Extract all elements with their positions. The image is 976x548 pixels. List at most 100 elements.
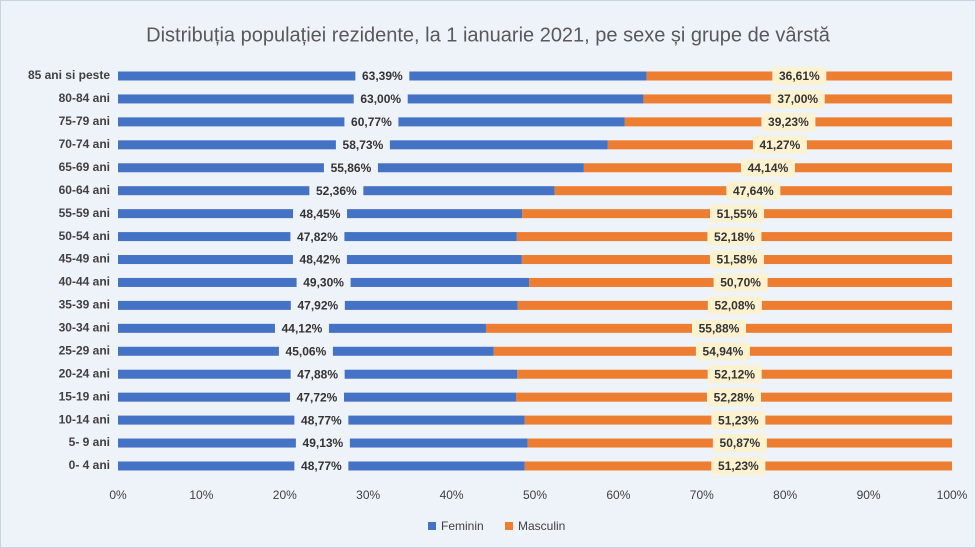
- value-label-background: [290, 227, 345, 246]
- value-label-background: [772, 67, 827, 85]
- y-tick-label: 65-69 ani: [59, 160, 110, 174]
- value-label: 63,39%: [362, 69, 403, 83]
- value-label-background: [711, 411, 766, 430]
- value-label-background: [706, 388, 761, 407]
- value-label: 44,14%: [748, 161, 789, 175]
- x-tick-label: 10%: [189, 488, 213, 502]
- value-label-background: [761, 112, 816, 131]
- y-tick-label: 85 ani si peste: [28, 68, 110, 82]
- legend-label: Masculin: [518, 519, 565, 533]
- value-label: 52,18%: [714, 230, 755, 244]
- value-label: 47,64%: [733, 184, 774, 198]
- value-label-background: [335, 135, 390, 154]
- value-label: 41,27%: [760, 138, 801, 152]
- y-tick-label: 60-64 ani: [59, 183, 110, 197]
- value-label-background: [289, 388, 344, 407]
- x-tick-label: 90%: [857, 488, 881, 502]
- value-label: 54,94%: [703, 344, 744, 358]
- value-label: 60,77%: [351, 115, 392, 129]
- value-label: 39,23%: [768, 115, 809, 129]
- x-tick-label: 80%: [773, 488, 797, 502]
- value-label-background: [323, 158, 378, 177]
- value-label-background: [295, 434, 350, 453]
- y-tick-label: 45-49 ani: [59, 252, 110, 266]
- x-tick-label: 60%: [606, 488, 630, 502]
- value-label-background: [292, 250, 347, 269]
- value-label-background: [294, 411, 349, 430]
- value-label: 51,23%: [718, 413, 759, 427]
- value-label-background: [296, 273, 351, 292]
- y-tick-label: 5- 9 ani: [69, 435, 110, 449]
- value-label-background: [707, 365, 762, 384]
- value-label-background: [695, 342, 750, 361]
- legend-swatch: [505, 522, 513, 530]
- x-tick-label: 50%: [523, 488, 547, 502]
- x-tick-label: 40%: [440, 488, 464, 502]
- value-label-background: [294, 456, 349, 475]
- value-label-background: [293, 204, 348, 223]
- value-label: 47,72%: [297, 390, 338, 404]
- value-label-background: [309, 181, 364, 200]
- value-label: 47,82%: [297, 230, 338, 244]
- value-label-background: [353, 89, 408, 108]
- value-label: 47,88%: [297, 367, 338, 381]
- x-tick-label: 20%: [273, 488, 297, 502]
- legend-swatch: [428, 522, 436, 530]
- value-label: 45,06%: [286, 344, 327, 358]
- x-tick-label: 0%: [109, 488, 127, 502]
- value-label: 52,28%: [714, 390, 755, 404]
- value-label-background: [726, 181, 781, 200]
- value-label: 50,70%: [720, 276, 761, 290]
- value-label-background: [290, 365, 345, 384]
- y-tick-label: 75-79 ani: [59, 114, 110, 128]
- value-label: 48,77%: [301, 413, 342, 427]
- value-label-background: [707, 296, 762, 315]
- value-label-background: [712, 434, 767, 453]
- y-tick-label: 0- 4 ani: [69, 458, 110, 472]
- y-tick-label: 15-19 ani: [59, 389, 110, 403]
- value-label-background: [710, 204, 765, 223]
- value-label: 48,42%: [300, 253, 341, 267]
- value-label: 48,45%: [300, 207, 341, 221]
- value-label: 58,73%: [343, 138, 384, 152]
- value-label: 37,00%: [777, 92, 818, 106]
- value-label: 55,86%: [331, 161, 372, 175]
- y-tick-label: 25-29 ani: [59, 343, 110, 357]
- value-label-background: [278, 342, 333, 361]
- y-tick-label: 30-34 ani: [59, 321, 110, 335]
- x-tick-label: 70%: [690, 488, 714, 502]
- value-label-background: [740, 158, 795, 177]
- value-label-background: [355, 67, 410, 85]
- value-label: 48,77%: [301, 459, 342, 473]
- y-tick-label: 70-74 ani: [59, 137, 110, 151]
- y-tick-label: 55-59 ani: [59, 206, 110, 220]
- value-label: 36,61%: [779, 69, 820, 83]
- x-tick-label: 30%: [356, 488, 380, 502]
- value-label-background: [752, 135, 807, 154]
- y-tick-label: 40-44 ani: [59, 275, 110, 289]
- value-label-background: [274, 319, 329, 338]
- value-label: 52,08%: [714, 299, 755, 313]
- value-label-background: [290, 296, 345, 315]
- value-label-background: [711, 456, 766, 475]
- value-label: 47,92%: [297, 299, 338, 313]
- x-tick-label: 100%: [937, 488, 968, 502]
- value-label-background: [707, 227, 762, 246]
- value-label-background: [344, 112, 399, 131]
- value-label: 51,23%: [718, 459, 759, 473]
- y-tick-label: 80-84 ani: [59, 91, 110, 105]
- value-label: 51,55%: [717, 207, 758, 221]
- value-label: 50,87%: [720, 436, 761, 450]
- y-tick-label: 20-24 ani: [59, 366, 110, 380]
- value-label-background: [709, 250, 764, 269]
- y-tick-label: 35-39 ani: [59, 298, 110, 312]
- y-tick-label: 10-14 ani: [59, 412, 110, 426]
- value-label-background: [770, 89, 825, 108]
- value-label: 52,12%: [714, 367, 755, 381]
- value-label: 49,30%: [303, 276, 344, 290]
- value-label: 44,12%: [282, 322, 323, 336]
- value-label: 49,13%: [303, 436, 344, 450]
- value-label: 51,58%: [717, 253, 758, 267]
- value-label: 63,00%: [360, 92, 401, 106]
